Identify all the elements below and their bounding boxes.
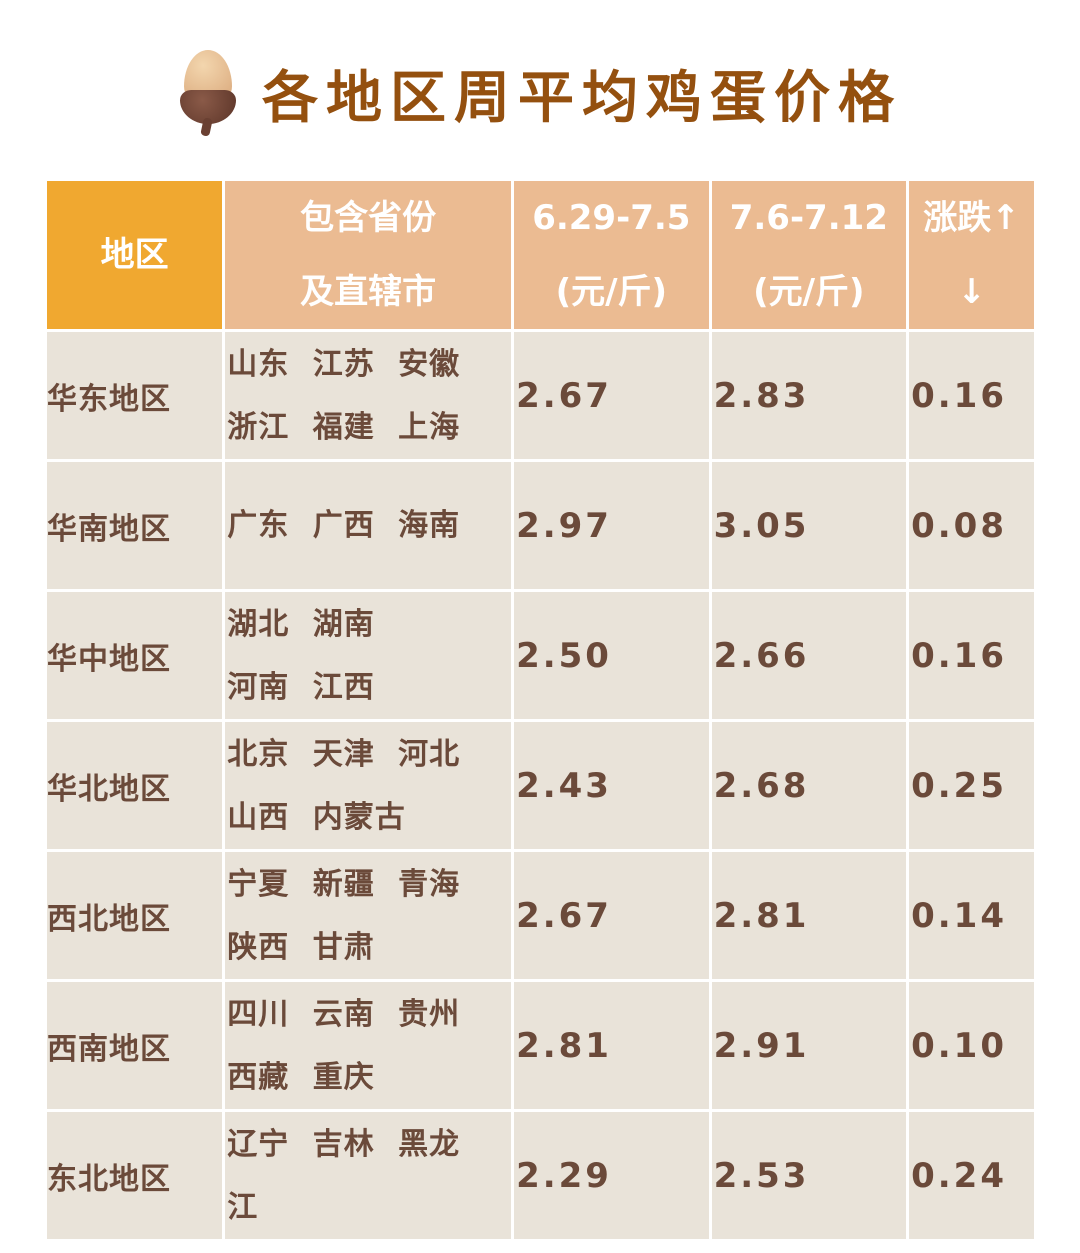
provinces-cell: 宁夏 新疆 青海 陕西 甘肃 bbox=[225, 852, 512, 979]
table-row: 华东地区 山东 江苏 安徽 浙江 福建 上海 2.67 2.83 0.16 bbox=[47, 332, 1034, 459]
table-row: 西北地区 宁夏 新疆 青海 陕西 甘肃 2.67 2.81 0.14 bbox=[47, 852, 1034, 979]
prev-price-cell: 2.29 bbox=[514, 1112, 709, 1239]
curr-price-cell: 2.83 bbox=[711, 332, 907, 459]
header-change: 涨跌↑ ↓ bbox=[909, 181, 1034, 329]
region-cell: 西南地区 bbox=[47, 982, 223, 1109]
prev-price-cell: 2.67 bbox=[514, 332, 709, 459]
region-cell: 华北地区 bbox=[47, 722, 223, 849]
curr-price-cell: 2.81 bbox=[711, 852, 907, 979]
change-cell: 0.24 bbox=[909, 1112, 1034, 1239]
provinces-cell: 北京 天津 河北 山西 内蒙古 bbox=[225, 722, 512, 849]
header-region: 地区 bbox=[47, 181, 223, 329]
provinces-cell: 山东 江苏 安徽 浙江 福建 上海 bbox=[225, 332, 512, 459]
change-cell: 0.14 bbox=[909, 852, 1034, 979]
header-row: 地区 包含省份 及直辖市 6.29-7.5 (元/斤) 7.6-7.12 (元/斤) … bbox=[47, 181, 1034, 329]
page-title: 各地区周平均鸡蛋价格 bbox=[262, 65, 902, 131]
header-curr-week: 7.6-7.12 (元/斤) bbox=[711, 181, 907, 329]
prev-price-cell: 2.67 bbox=[514, 852, 709, 979]
change-cell: 0.25 bbox=[909, 722, 1034, 849]
curr-price-cell: 2.66 bbox=[711, 592, 907, 719]
prev-price-cell: 2.50 bbox=[514, 592, 709, 719]
curr-price-cell: 3.05 bbox=[711, 462, 907, 589]
region-cell: 西北地区 bbox=[47, 852, 223, 979]
change-cell: 0.08 bbox=[909, 462, 1034, 589]
provinces-cell: 湖北 湖南 河南 江西 bbox=[225, 592, 512, 719]
provinces-cell: 辽宁 吉林 黑龙江 bbox=[225, 1112, 512, 1239]
curr-price-cell: 2.68 bbox=[711, 722, 907, 849]
curr-price-cell: 2.91 bbox=[711, 982, 907, 1109]
provinces-cell: 广东 广西 海南 bbox=[225, 462, 512, 589]
table-row: 东北地区 辽宁 吉林 黑龙江 2.29 2.53 0.24 bbox=[47, 1112, 1034, 1239]
prev-price-cell: 2.97 bbox=[514, 462, 709, 589]
table-row: 华北地区 北京 天津 河北 山西 内蒙古 2.43 2.68 0.25 bbox=[47, 722, 1034, 849]
region-cell: 华南地区 bbox=[47, 462, 223, 589]
header-prev-week: 6.29-7.5 (元/斤) bbox=[514, 181, 709, 329]
region-cell: 华中地区 bbox=[47, 592, 223, 719]
region-cell: 华东地区 bbox=[47, 332, 223, 459]
table-row: 西南地区 四川 云南 贵州 西藏 重庆 2.81 2.91 0.10 bbox=[47, 982, 1034, 1109]
change-cell: 0.16 bbox=[909, 592, 1034, 719]
change-cell: 0.10 bbox=[909, 982, 1034, 1109]
change-cell: 0.16 bbox=[909, 332, 1034, 459]
table-row: 华南地区 广东 广西 海南 2.97 3.05 0.08 bbox=[47, 462, 1034, 589]
table-row: 华中地区 湖北 湖南 河南 江西 2.50 2.66 0.16 bbox=[47, 592, 1034, 719]
acorn-icon bbox=[178, 50, 238, 137]
prev-price-cell: 2.81 bbox=[514, 982, 709, 1109]
prev-price-cell: 2.43 bbox=[514, 722, 709, 849]
header-provinces: 包含省份 及直辖市 bbox=[225, 181, 512, 329]
region-cell: 东北地区 bbox=[47, 1112, 223, 1239]
curr-price-cell: 2.53 bbox=[711, 1112, 907, 1239]
egg-price-table: 地区 包含省份 及直辖市 6.29-7.5 (元/斤) 7.6-7.12 (元/斤) … bbox=[44, 178, 1037, 1242]
provinces-cell: 四川 云南 贵州 西藏 重庆 bbox=[225, 982, 512, 1109]
title-bar: 各地区周平均鸡蛋价格 bbox=[0, 38, 1080, 148]
